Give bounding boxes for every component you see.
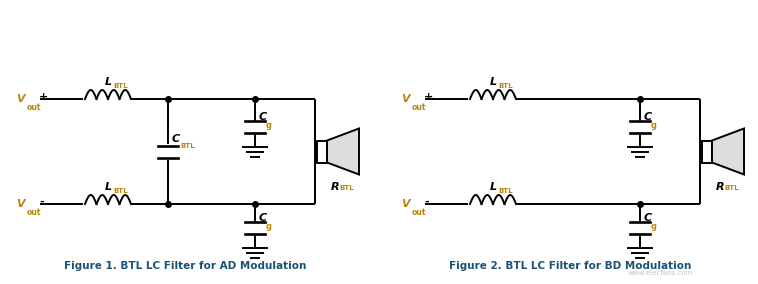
Text: R: R xyxy=(331,181,340,191)
Text: out: out xyxy=(412,103,427,112)
Text: C: C xyxy=(644,112,652,122)
Text: V: V xyxy=(402,94,410,104)
Text: L: L xyxy=(490,182,496,192)
Text: BTL: BTL xyxy=(339,185,354,191)
Text: BTL: BTL xyxy=(180,143,195,149)
Text: +: + xyxy=(39,92,49,102)
Text: -: - xyxy=(39,197,44,207)
Text: BTL: BTL xyxy=(113,188,127,194)
Text: C: C xyxy=(259,213,267,223)
Text: Figure 1. BTL LC Filter for AD Modulation: Figure 1. BTL LC Filter for AD Modulatio… xyxy=(64,261,306,271)
Text: V: V xyxy=(17,94,25,104)
Text: BTL: BTL xyxy=(498,83,512,89)
Text: www.elecfans.com: www.elecfans.com xyxy=(628,270,693,276)
Text: g: g xyxy=(651,121,657,130)
Text: C: C xyxy=(644,213,652,223)
Text: BTL: BTL xyxy=(113,83,127,89)
Text: V: V xyxy=(17,199,25,209)
Text: V: V xyxy=(402,199,410,209)
Bar xyxy=(317,141,327,162)
Polygon shape xyxy=(327,128,359,174)
Text: g: g xyxy=(266,121,272,130)
Text: R: R xyxy=(716,181,725,191)
Text: C: C xyxy=(172,133,180,143)
Text: L: L xyxy=(490,77,496,87)
Text: out: out xyxy=(412,208,427,217)
Text: g: g xyxy=(266,222,272,231)
Bar xyxy=(702,141,712,162)
Text: out: out xyxy=(27,103,42,112)
Text: +: + xyxy=(424,92,434,102)
Text: g: g xyxy=(651,222,657,231)
Polygon shape xyxy=(712,128,744,174)
Text: BTL: BTL xyxy=(498,188,512,194)
Text: -: - xyxy=(424,197,428,207)
Text: Figure 2. BTL LC Filter for BD Modulation: Figure 2. BTL LC Filter for BD Modulatio… xyxy=(449,261,691,271)
Text: C: C xyxy=(259,112,267,122)
Text: BTL: BTL xyxy=(724,185,738,191)
Text: L: L xyxy=(105,77,111,87)
Text: out: out xyxy=(27,208,42,217)
Text: L: L xyxy=(105,182,111,192)
